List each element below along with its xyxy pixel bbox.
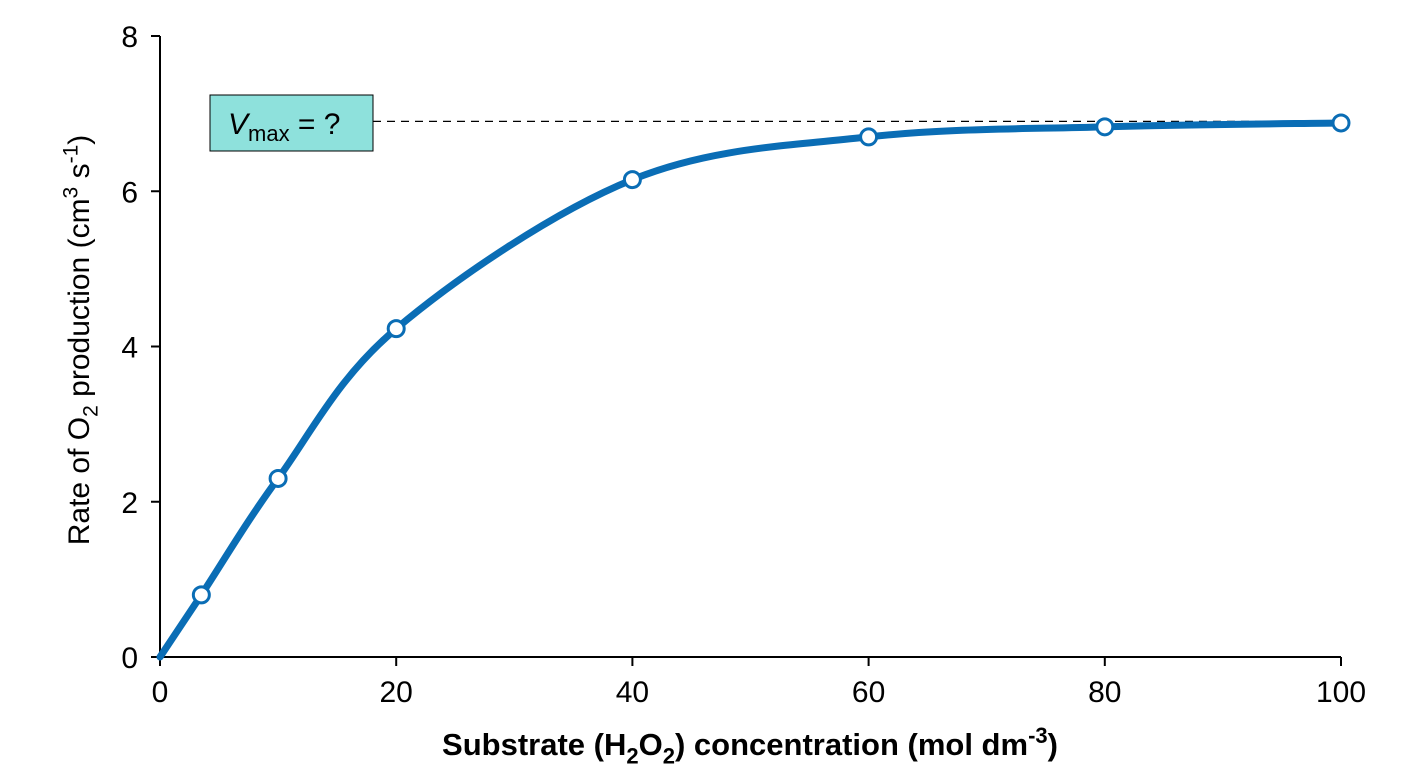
x-tick-label: 100 (1316, 676, 1366, 709)
y-axis-title: Rate of O2 production (cm3 s-1) (60, 135, 103, 546)
data-point (1095, 117, 1115, 137)
data-point (191, 585, 211, 605)
x-tick-label: 60 (852, 676, 885, 709)
x-tick-label: 40 (616, 676, 649, 709)
data-point (622, 170, 642, 190)
y-tick-label: 2 (121, 487, 138, 520)
series-curve (156, 119, 1345, 661)
vmax-rest: = ? (290, 108, 341, 141)
x-axis-title: Substrate (H2O2) concentration (mol dm-3… (442, 723, 1058, 768)
x-tick-label: 0 (152, 676, 169, 709)
vmax-annotation: Vmax = ? (209, 94, 374, 152)
data-point (268, 468, 288, 488)
x-tick-label: 20 (380, 676, 413, 709)
vmax-subscript: max (248, 121, 290, 146)
data-point (859, 127, 879, 147)
y-tick-label: 4 (121, 332, 138, 365)
data-point (1331, 113, 1351, 133)
y-tick-label: 6 (121, 176, 138, 209)
y-ticks: 0 2 4 6 8 (121, 21, 160, 675)
vmax-label: Vmax = ? (228, 108, 340, 146)
y-tick-label: 0 (121, 642, 138, 675)
y-tick-label: 8 (121, 21, 138, 54)
data-points (191, 113, 1351, 605)
vmax-box-background (209, 94, 374, 152)
data-point (386, 319, 406, 339)
x-ticks: 0 20 40 60 80 100 (152, 657, 1366, 709)
x-tick-label: 80 (1088, 676, 1121, 709)
vmax-v-symbol: V (228, 108, 251, 141)
